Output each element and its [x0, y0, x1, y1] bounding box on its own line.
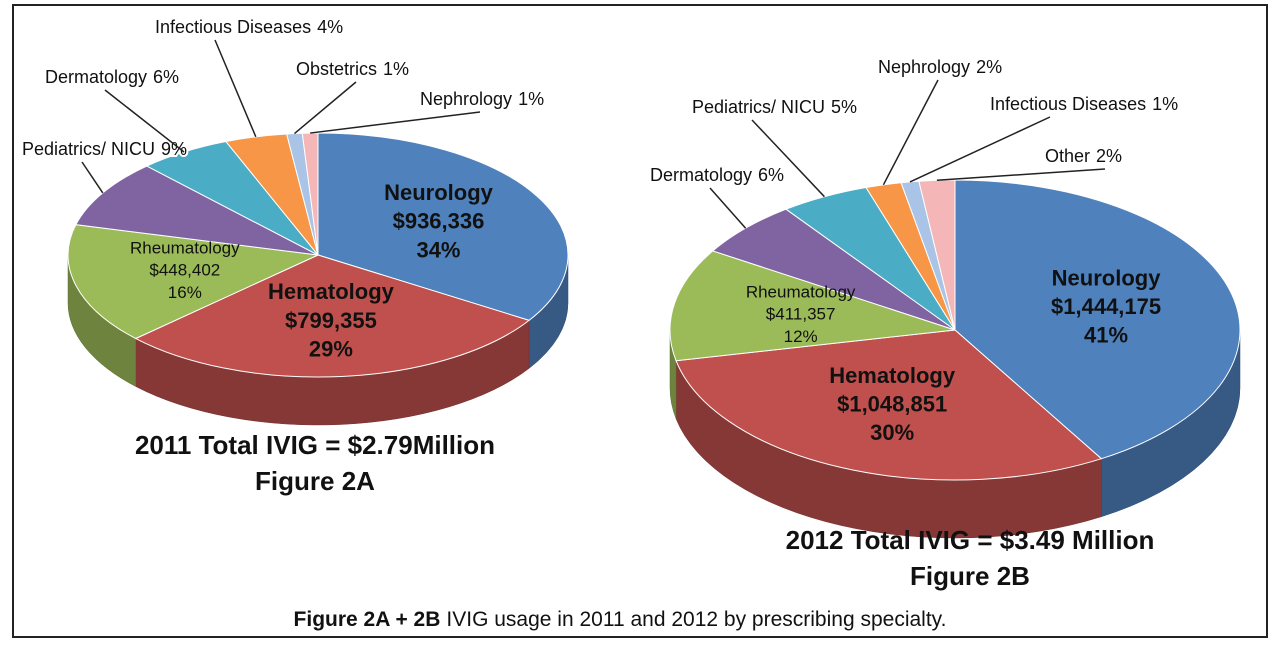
- chart-subtitle: Figure 2B: [910, 561, 1030, 591]
- slice-label: Rheumatology $411,357 12%: [746, 283, 856, 346]
- leader-line: [104, 89, 185, 153]
- category-name: Dermatology: [650, 165, 752, 185]
- slice: [67, 224, 320, 340]
- value-label: 4%: [317, 17, 343, 37]
- caption: Figure 2A + 2B IVIG usage in 2011 and 201…: [294, 608, 947, 631]
- slice-label: Dermatology 6%: [650, 165, 784, 185]
- slice: [134, 254, 531, 378]
- value-label: 1%: [1152, 94, 1178, 114]
- slice-label: Infectious Diseases 4%: [155, 17, 343, 37]
- leader-line: [709, 187, 747, 229]
- value-label: 6%: [758, 165, 784, 185]
- category-name: Rheumatology: [746, 283, 856, 302]
- value-label: 2%: [976, 57, 1002, 77]
- slice-label: Rheumatology $448,402 16%: [130, 239, 240, 302]
- caption-bold: Figure 2A + 2B: [294, 608, 441, 631]
- slice-label: Neurology $1,444,175 41%: [1051, 265, 1161, 347]
- slice-label: Neurology $936,336 34%: [384, 180, 494, 262]
- value-label: 12%: [784, 327, 818, 346]
- slice: [918, 179, 956, 331]
- value-label: 6%: [153, 67, 179, 87]
- category-name: Rheumatology: [130, 239, 240, 258]
- slice: [317, 132, 569, 321]
- category-name: Nephrology: [878, 57, 970, 77]
- slice: [669, 250, 956, 362]
- chart-title: 2011 Total IVIG = $2.79Million: [135, 430, 495, 460]
- value-label: 1%: [383, 59, 409, 79]
- leader-line: [882, 79, 939, 186]
- leader-line: [751, 119, 825, 198]
- category-name: Neurology: [1052, 265, 1162, 290]
- slice-label: Pediatrics/ NICU 9%: [22, 139, 187, 159]
- amount-label: $448,402: [149, 261, 220, 280]
- value-label: 2%: [1096, 146, 1122, 166]
- slice-label: Nephrology 1%: [420, 89, 544, 109]
- category-name: Infectious Diseases: [155, 17, 311, 37]
- slice-label: Obstetrics 1%: [296, 59, 409, 79]
- amount-label: $1,048,851: [837, 391, 947, 416]
- leader-line: [310, 111, 481, 134]
- slice-label: Infectious Diseases 1%: [990, 94, 1178, 114]
- value-label: 16%: [168, 283, 202, 302]
- slice-label: Dermatology 6%: [45, 67, 179, 87]
- category-name: Dermatology: [45, 67, 147, 87]
- category-name: Pediatrics/ NICU: [22, 139, 155, 159]
- value-label: 1%: [518, 89, 544, 109]
- slice: [675, 329, 1103, 481]
- chart-subtitle: Figure 2A: [255, 466, 375, 496]
- value-label: 30%: [870, 420, 914, 445]
- slice: [301, 132, 319, 256]
- value-label: 9%: [161, 139, 187, 159]
- value-label: 5%: [831, 97, 857, 117]
- slice-label: Hematology $799,355 29%: [268, 279, 395, 361]
- slice: [954, 179, 1241, 460]
- category-name: Neurology: [384, 180, 494, 205]
- value-label: 34%: [416, 237, 460, 262]
- category-name: Other: [1045, 146, 1090, 166]
- chart-title: 2012 Total IVIG = $3.49 Million: [786, 525, 1155, 555]
- slice: [75, 165, 319, 256]
- slice-label: Nephrology 2%: [878, 57, 1002, 77]
- category-name: Hematology: [829, 363, 956, 388]
- leader-line: [936, 168, 1106, 182]
- caption-text: IVIG usage in 2011 and 2012 by prescribi…: [446, 608, 946, 631]
- leader-line: [909, 116, 1051, 183]
- category-name: Hematology: [268, 279, 395, 304]
- leader-line: [81, 161, 104, 194]
- category-name: Infectious Diseases: [990, 94, 1146, 114]
- category-name: Obstetrics: [296, 59, 377, 79]
- slice-label: Other 2%: [1045, 146, 1122, 166]
- slice-label: Pediatrics/ NICU 5%: [692, 97, 857, 117]
- slice-label: Hematology $1,048,851 30%: [829, 363, 956, 445]
- leader-line: [293, 81, 357, 135]
- amount-label: $799,355: [285, 308, 377, 333]
- value-label: 29%: [309, 336, 353, 361]
- value-label: 41%: [1084, 322, 1128, 347]
- category-name: Pediatrics/ NICU: [692, 97, 825, 117]
- amount-label: $1,444,175: [1051, 294, 1161, 319]
- leader-line: [214, 39, 257, 138]
- category-name: Nephrology: [420, 89, 512, 109]
- amount-label: $936,336: [393, 208, 485, 233]
- amount-label: $411,357: [766, 305, 836, 324]
